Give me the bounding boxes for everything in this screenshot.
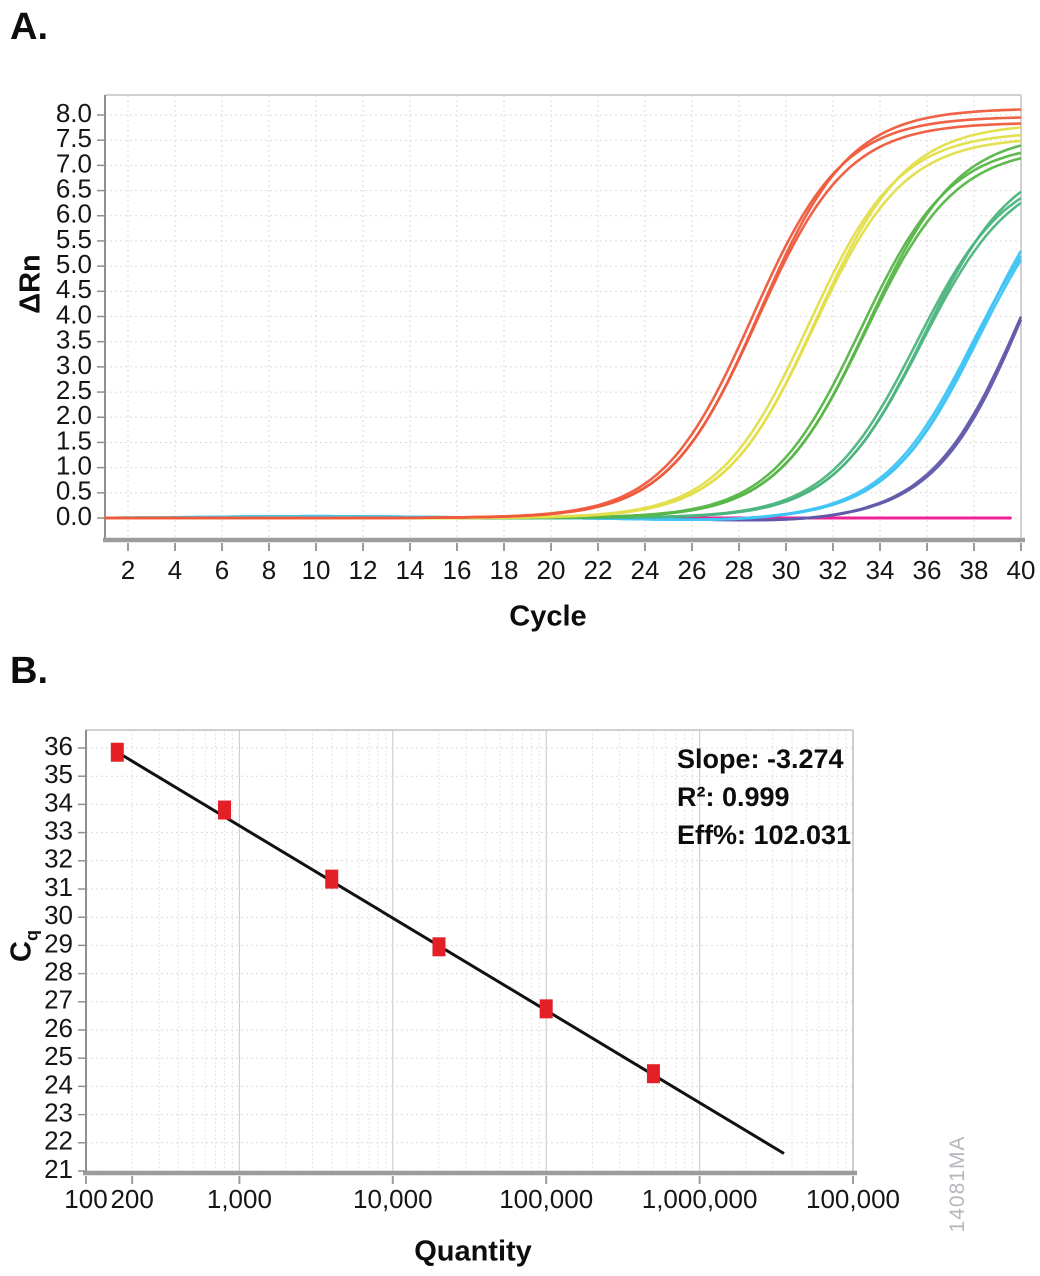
panel-b-label: B. (10, 650, 48, 692)
y-tick-label: 8.0 (56, 98, 92, 128)
y-tick-label: 6.0 (56, 199, 92, 229)
standard-point (218, 800, 232, 820)
curve-std-160 (104, 315, 1023, 522)
y-tick-label: 22 (44, 1126, 73, 1156)
x-tick-label: 36 (913, 555, 942, 585)
y-tick-label: 6.5 (56, 173, 92, 203)
panel-b-x-axis-title: Quantity (414, 1235, 532, 1268)
curve-std-160 (104, 318, 1023, 522)
y-tick-label: 3.5 (56, 325, 92, 355)
y-tick-label: 33 (44, 815, 73, 845)
x-tick-label: 6 (215, 555, 229, 585)
y-tick-label: 4.0 (56, 299, 92, 329)
x-tick-label: 24 (631, 555, 660, 585)
curve-std-500000 (104, 108, 1022, 520)
y-tick-label: 0.5 (56, 476, 92, 506)
y-tick-label: 3.0 (56, 350, 92, 380)
x-tick-label: 26 (678, 555, 707, 585)
y-tick-label: 26 (44, 1013, 73, 1043)
y-tick-label: 5.0 (56, 249, 92, 279)
curve-std-4000 (104, 201, 1022, 520)
slope-value: Slope: -3.274 (677, 744, 844, 774)
y-tick-label: 28 (44, 956, 73, 986)
x-tick-label: 100,000 (806, 1184, 900, 1214)
x-tick-label: 1,000,000 (642, 1184, 758, 1214)
y-tick-label: 25 (44, 1041, 73, 1071)
catalog-watermark: 14081MA (946, 1135, 969, 1233)
curve-std-4000 (104, 197, 1022, 520)
standard-point (432, 937, 446, 957)
x-tick-label: 12 (349, 555, 378, 585)
x-tick-label: 200 (110, 1184, 153, 1214)
curve-std-20000 (104, 151, 1022, 520)
x-tick-label: 1,000 (207, 1184, 272, 1214)
panel-a-label: A. (10, 6, 48, 48)
x-tick-label: 32 (819, 555, 848, 585)
y-tick-label: 1.0 (56, 451, 92, 481)
x-tick-label: 38 (960, 555, 989, 585)
y-tick-label: 7.0 (56, 148, 92, 178)
x-tick-label: 40 (1007, 555, 1036, 585)
x-tick-label: 16 (443, 555, 472, 585)
y-tick-label: 23 (44, 1097, 73, 1127)
y-tick-label: 32 (44, 844, 73, 874)
x-tick-label: 28 (725, 555, 754, 585)
x-tick-label: 34 (866, 555, 895, 585)
x-tick-label: 10,000 (353, 1184, 433, 1214)
curve-std-500000 (104, 116, 1022, 520)
x-tick-label: 100 (64, 1184, 107, 1214)
r-squared-value: R²: 0.999 (677, 782, 790, 812)
y-tick-label: 2.5 (56, 375, 92, 405)
x-tick-label: 2 (121, 555, 135, 585)
curve-std-100000 (104, 133, 1022, 520)
curve-std-20000 (104, 144, 1022, 520)
curve-std-100000 (104, 126, 1022, 520)
curve-std-20000 (104, 157, 1022, 520)
y-tick-label: 24 (44, 1069, 73, 1099)
cq-label-main: C (5, 941, 38, 962)
x-tick-label: 8 (262, 555, 276, 585)
standard-point (646, 1064, 660, 1084)
y-tick-label: 30 (44, 900, 73, 930)
y-tick-label: 21 (44, 1154, 73, 1184)
y-tick-label: 35 (44, 759, 73, 789)
y-tick-label: 4.5 (56, 274, 92, 304)
cq-label-sub: q (21, 930, 42, 942)
fit-statistics: Slope: -3.274 R²: 0.999 Eff%: 102.031 (677, 740, 851, 854)
curve-std-800 (104, 259, 1023, 521)
y-tick-label: 27 (44, 985, 73, 1015)
y-tick-label: 34 (44, 787, 73, 817)
curve-std-100000 (104, 139, 1022, 520)
panel-a-y-axis-title: ΔRn (14, 254, 47, 314)
amplification-plot: 2 4 6 8 10 12 14 16 18 20 22 24 26 28 30 32 34 36 38 400.00… (56, 94, 1036, 585)
y-tick-label: 29 (44, 928, 73, 958)
standard-point (539, 999, 553, 1019)
panel-a-x-axis-title: Cycle (509, 600, 587, 633)
y-tick-label: 2.0 (56, 400, 92, 430)
x-tick-label: 14 (396, 555, 425, 585)
x-tick-label: 30 (772, 555, 801, 585)
x-tick-label: 4 (168, 555, 182, 585)
curve-std-500000 (104, 122, 1022, 520)
y-tick-label: 36 (44, 731, 73, 761)
x-tick-label: 10 (302, 555, 331, 585)
efficiency-value: Eff%: 102.031 (677, 820, 852, 850)
x-tick-label: 18 (490, 555, 519, 585)
standard-point (110, 742, 124, 762)
x-tick-label: 22 (584, 555, 613, 585)
y-tick-label: 0.0 (56, 501, 92, 531)
y-tick-label: 31 (44, 872, 73, 902)
standard-point (325, 869, 339, 889)
y-tick-label: 5.5 (56, 224, 92, 254)
y-tick-label: 1.5 (56, 425, 92, 455)
x-tick-label: 20 (537, 555, 566, 585)
x-tick-label: 100,000 (499, 1184, 593, 1214)
y-tick-label: 7.5 (56, 123, 92, 153)
panel-b-y-axis-title: Cq (5, 930, 42, 962)
